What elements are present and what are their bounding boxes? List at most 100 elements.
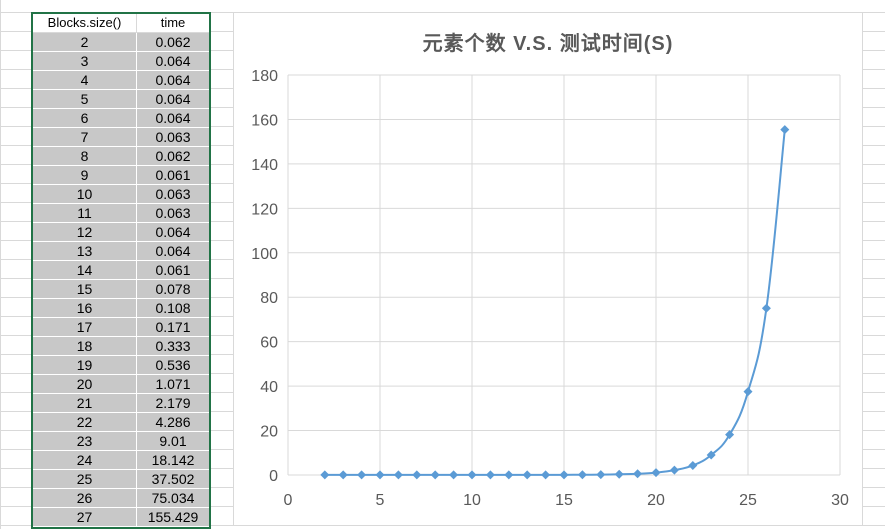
cell-time[interactable]: 0.108 bbox=[137, 299, 209, 318]
data-point-marker bbox=[541, 470, 551, 480]
y-tick-label: 180 bbox=[251, 68, 278, 85]
table-row: 2 0.062 bbox=[33, 33, 209, 52]
cell-blocks-size[interactable]: 21 bbox=[33, 394, 137, 413]
cell-blocks-size[interactable]: 12 bbox=[33, 223, 137, 242]
cell-time[interactable]: 0.078 bbox=[137, 280, 209, 299]
y-tick-label: 120 bbox=[251, 201, 278, 218]
cell-blocks-size[interactable]: 3 bbox=[33, 52, 137, 71]
y-tick-label: 20 bbox=[260, 424, 278, 441]
cell-blocks-size[interactable]: 19 bbox=[33, 356, 137, 375]
cell-blocks-size[interactable]: 22 bbox=[33, 413, 137, 432]
cell-blocks-size[interactable]: 15 bbox=[33, 280, 137, 299]
data-point-marker bbox=[320, 470, 330, 480]
cell-time[interactable]: 0.063 bbox=[137, 128, 209, 147]
cell-blocks-size[interactable]: 4 bbox=[33, 71, 137, 90]
cell-time[interactable]: 37.502 bbox=[137, 470, 209, 489]
table-row: 14 0.061 bbox=[33, 261, 209, 280]
cell-time[interactable]: 0.064 bbox=[137, 223, 209, 242]
cell-time[interactable]: 0.064 bbox=[137, 90, 209, 109]
table-row: 15 0.078 bbox=[33, 280, 209, 299]
cell-blocks-size[interactable]: 6 bbox=[33, 109, 137, 128]
cell-blocks-size[interactable]: 24 bbox=[33, 451, 137, 470]
data-point-marker bbox=[430, 470, 440, 480]
cell-blocks-size[interactable]: 7 bbox=[33, 128, 137, 147]
y-tick-label: 40 bbox=[260, 379, 278, 396]
cell-blocks-size[interactable]: 10 bbox=[33, 185, 137, 204]
cell-time[interactable]: 0.536 bbox=[137, 356, 209, 375]
data-point-marker bbox=[688, 460, 698, 470]
cell-blocks-size[interactable]: 17 bbox=[33, 318, 137, 337]
cell-time[interactable]: 0.064 bbox=[137, 52, 209, 71]
cell-time[interactable]: 9.01 bbox=[137, 432, 209, 451]
cell-time[interactable]: 0.064 bbox=[137, 242, 209, 261]
x-tick-label: 5 bbox=[376, 492, 385, 509]
cell-blocks-size[interactable]: 13 bbox=[33, 242, 137, 261]
cell-time[interactable]: 0.063 bbox=[137, 204, 209, 223]
table-row: 4 0.064 bbox=[33, 71, 209, 90]
data-point-marker bbox=[743, 387, 753, 397]
cell-time[interactable]: 2.179 bbox=[137, 394, 209, 413]
cell-time[interactable]: 0.062 bbox=[137, 33, 209, 52]
cell-blocks-size[interactable]: 25 bbox=[33, 470, 137, 489]
data-point-marker bbox=[614, 469, 624, 479]
table-row: 7 0.063 bbox=[33, 128, 209, 147]
cell-time[interactable]: 0.333 bbox=[137, 337, 209, 356]
x-tick-label: 15 bbox=[555, 492, 573, 509]
data-point-marker bbox=[449, 470, 459, 480]
table-row: 19 0.536 bbox=[33, 356, 209, 375]
cell-time[interactable]: 1.071 bbox=[137, 375, 209, 394]
cell-time[interactable]: 0.064 bbox=[137, 71, 209, 90]
table-row: 13 0.064 bbox=[33, 242, 209, 261]
data-point-marker bbox=[559, 470, 569, 480]
data-point-marker bbox=[596, 470, 606, 480]
cell-blocks-size[interactable]: 20 bbox=[33, 375, 137, 394]
cell-time[interactable]: 0.062 bbox=[137, 147, 209, 166]
cell-blocks-size[interactable]: 2 bbox=[33, 33, 137, 52]
data-point-marker bbox=[375, 470, 385, 480]
cell-blocks-size[interactable]: 16 bbox=[33, 299, 137, 318]
cell-time[interactable]: 0.064 bbox=[137, 109, 209, 128]
cell-time[interactable]: 4.286 bbox=[137, 413, 209, 432]
y-tick-label: 0 bbox=[269, 468, 278, 485]
table-row: 27 155.429 bbox=[33, 508, 209, 527]
cell-time[interactable]: 75.034 bbox=[137, 489, 209, 508]
cell-time[interactable]: 0.171 bbox=[137, 318, 209, 337]
x-tick-label: 10 bbox=[463, 492, 481, 509]
table-row: 8 0.062 bbox=[33, 147, 209, 166]
cell-time[interactable]: 155.429 bbox=[137, 508, 209, 527]
chart-title: 元素个数 V.S. 测试时间(S) bbox=[422, 33, 674, 55]
table-body: 2 0.062 3 0.064 4 0.064 5 0.064 6 0.064 7 0.063 8 0.0… bbox=[33, 33, 209, 527]
header-blocks-size[interactable]: Blocks.size() bbox=[33, 14, 137, 33]
data-point-marker bbox=[706, 450, 716, 460]
data-point-marker bbox=[522, 470, 532, 480]
series-line bbox=[324, 129, 786, 476]
table-row: 24 18.142 bbox=[33, 451, 209, 470]
data-point-marker bbox=[725, 430, 735, 440]
data-table[interactable]: Blocks.size() time 2 0.062 3 0.064 4 0.064 5 0.… bbox=[31, 12, 211, 529]
cell-blocks-size[interactable]: 5 bbox=[33, 90, 137, 109]
data-point-marker bbox=[761, 303, 771, 313]
cell-blocks-size[interactable]: 14 bbox=[33, 261, 137, 280]
data-point-marker bbox=[577, 470, 587, 480]
table-row: 21 2.179 bbox=[33, 394, 209, 413]
cell-blocks-size[interactable]: 9 bbox=[33, 166, 137, 185]
cell-time[interactable]: 0.061 bbox=[137, 261, 209, 280]
data-point-marker bbox=[412, 470, 422, 480]
header-time[interactable]: time bbox=[137, 14, 209, 33]
cell-blocks-size[interactable]: 23 bbox=[33, 432, 137, 451]
cell-time[interactable]: 0.061 bbox=[137, 166, 209, 185]
cell-blocks-size[interactable]: 26 bbox=[33, 489, 137, 508]
cell-blocks-size[interactable]: 27 bbox=[33, 508, 137, 527]
table-row: 25 37.502 bbox=[33, 470, 209, 489]
table-row: 20 1.071 bbox=[33, 375, 209, 394]
y-tick-label: 80 bbox=[260, 290, 278, 307]
chart-area[interactable]: 元素个数 V.S. 测试时间(S) 0 20 40 60 80 100 120 140 160 1… bbox=[233, 12, 863, 526]
cell-time[interactable]: 0.063 bbox=[137, 185, 209, 204]
cell-blocks-size[interactable]: 18 bbox=[33, 337, 137, 356]
x-tick-label: 30 bbox=[831, 492, 849, 509]
cell-blocks-size[interactable]: 11 bbox=[33, 204, 137, 223]
table-row: 3 0.064 bbox=[33, 52, 209, 71]
cell-time[interactable]: 18.142 bbox=[137, 451, 209, 470]
table-row: 17 0.171 bbox=[33, 318, 209, 337]
cell-blocks-size[interactable]: 8 bbox=[33, 147, 137, 166]
